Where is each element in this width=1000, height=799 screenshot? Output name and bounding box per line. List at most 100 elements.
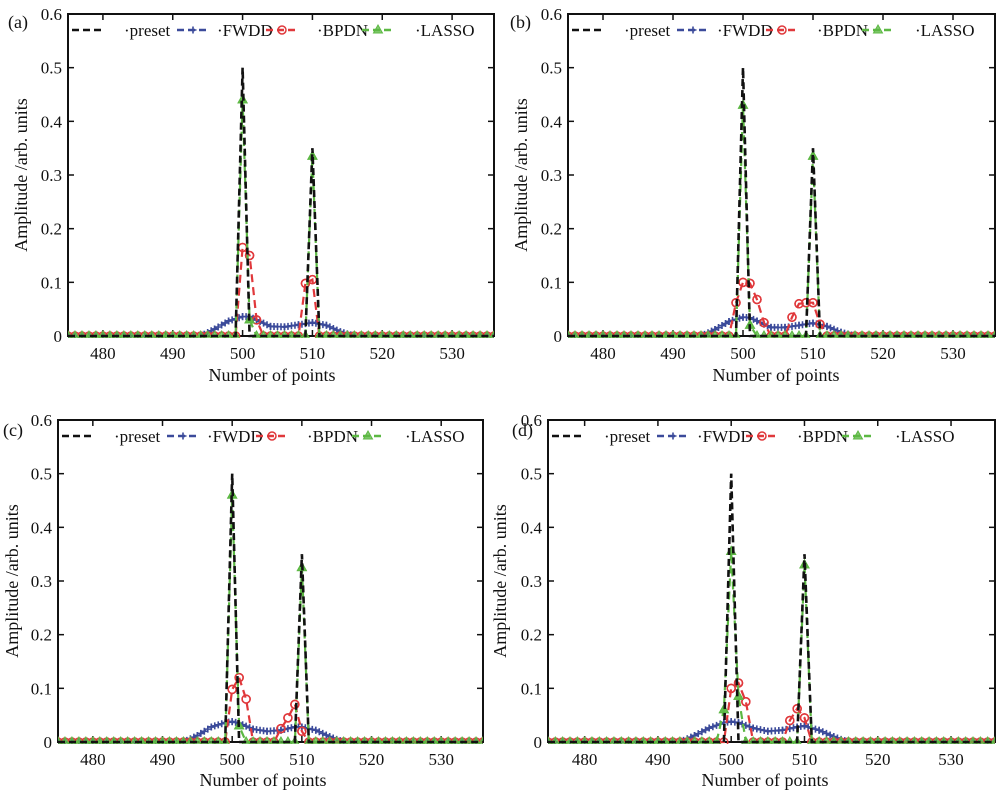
series-area bbox=[568, 67, 995, 338]
y-tick-label: 0.3 bbox=[31, 572, 52, 591]
legend-label: ·FWDD bbox=[207, 427, 263, 446]
x-tick-label: 480 bbox=[590, 344, 616, 363]
x-tick-label: 520 bbox=[870, 344, 896, 363]
bpdn-marker bbox=[801, 297, 811, 308]
fwdd-marker bbox=[225, 317, 233, 325]
legend-item-fwdd: ·FWDD bbox=[677, 21, 773, 40]
legend-item-preset: ·preset bbox=[552, 427, 651, 446]
fwdd-marker bbox=[322, 321, 330, 329]
x-tick-label: 500 bbox=[219, 750, 245, 769]
x-tick-label: 520 bbox=[865, 750, 891, 769]
plot-frame bbox=[567, 13, 996, 337]
y-tick-label: 0.2 bbox=[31, 626, 52, 645]
plot-frame bbox=[547, 419, 996, 743]
fwdd-marker bbox=[826, 731, 834, 739]
fwdd-marker bbox=[211, 722, 219, 730]
legend-label: ·LASSO bbox=[415, 21, 475, 40]
y-tick-label: 0.1 bbox=[541, 273, 562, 292]
series-line-bpdn bbox=[58, 674, 483, 744]
fwdd-marker bbox=[753, 317, 761, 325]
bpdn-marker bbox=[752, 294, 762, 305]
x-tick-label: 480 bbox=[572, 750, 598, 769]
y-axis-label: Amplitude /arb. units bbox=[490, 504, 510, 657]
legend-label: ·BPDN bbox=[797, 427, 848, 446]
fwdd-marker bbox=[827, 324, 834, 332]
y-tick-label: 0.2 bbox=[521, 626, 542, 645]
fwdd-marker bbox=[669, 432, 677, 440]
chart-panel-2: 0 0.1 0.2 0.3 0.4 0.5 0.6 480 490 500 510 520 530 Num… bbox=[2, 411, 484, 790]
fwdd-marker bbox=[822, 729, 830, 737]
series-area bbox=[58, 473, 483, 744]
x-tick-label: 510 bbox=[289, 750, 315, 769]
x-tick-label: 530 bbox=[439, 344, 465, 363]
fwdd-marker bbox=[189, 26, 197, 34]
fwdd-marker bbox=[778, 726, 786, 734]
y-tick-label: 0.4 bbox=[541, 112, 563, 131]
legend-label: ·LASSO bbox=[915, 21, 975, 40]
legend-label: ·LASSO bbox=[895, 427, 955, 446]
series-line-bpdn bbox=[68, 244, 494, 338]
bpdn-marker bbox=[808, 297, 818, 308]
fwdd-marker bbox=[694, 730, 702, 738]
fwdd-marker bbox=[263, 321, 271, 329]
x-tick-label: 490 bbox=[160, 344, 186, 363]
x-axis-label: Number of points bbox=[200, 770, 327, 790]
y-tick-label: 0.3 bbox=[521, 572, 542, 591]
panel-label: (a) bbox=[8, 12, 28, 33]
panel-label: (c) bbox=[3, 420, 23, 441]
bpdn-marker bbox=[283, 713, 293, 723]
x-tick-label: 510 bbox=[800, 344, 826, 363]
x-tick-label: 500 bbox=[730, 344, 756, 363]
x-tick-label: 510 bbox=[792, 750, 818, 769]
y-tick-label: 0.1 bbox=[41, 273, 62, 292]
x-axis-label: Number of points bbox=[702, 770, 829, 790]
fwdd-marker bbox=[811, 725, 819, 733]
bpdn-marker bbox=[277, 25, 287, 35]
legend-item-preset: ·preset bbox=[72, 21, 171, 40]
x-axis-label: Number of points bbox=[209, 365, 336, 385]
fwdd-marker bbox=[709, 723, 717, 731]
bpdn-marker bbox=[227, 684, 237, 695]
fwdd-marker bbox=[815, 726, 823, 734]
fwdd-marker bbox=[727, 718, 735, 726]
lasso-marker bbox=[362, 429, 374, 440]
legend-item-fwdd: ·FWDD bbox=[167, 427, 263, 446]
x-tick-label: 480 bbox=[80, 750, 106, 769]
bpdn-marker bbox=[267, 431, 277, 441]
fwdd-marker bbox=[263, 727, 271, 735]
x-tick-label: 490 bbox=[660, 344, 686, 363]
legend-item-lasso: ·LASSO bbox=[862, 21, 975, 40]
fwdd-marker bbox=[214, 721, 222, 729]
y-axis-label: Amplitude /arb. units bbox=[2, 504, 22, 657]
chart-panel-3: 0 0.1 0.2 0.3 0.4 0.5 0.6 480 490 500 510 520 530 Num… bbox=[490, 411, 996, 790]
bpdn-marker bbox=[785, 715, 795, 726]
x-tick-label: 480 bbox=[90, 344, 116, 363]
legend-item-preset: ·preset bbox=[62, 427, 161, 446]
fwdd-marker bbox=[702, 726, 710, 734]
y-tick-label: 0 bbox=[534, 733, 543, 752]
series-line-preset bbox=[68, 67, 494, 338]
x-tick-label: 520 bbox=[370, 344, 396, 363]
bpdn-marker bbox=[794, 299, 804, 309]
bpdn-marker bbox=[234, 672, 244, 683]
legend-item-lasso: ·LASSO bbox=[362, 21, 475, 40]
panel-label: (b) bbox=[510, 12, 531, 33]
legend-item-bpdn: ·BPDN bbox=[766, 21, 868, 40]
lasso-marker bbox=[852, 429, 864, 440]
bpdn-marker bbox=[792, 703, 802, 714]
y-tick-label: 0.4 bbox=[521, 518, 543, 537]
series-line-preset bbox=[568, 67, 995, 338]
fwdd-marker bbox=[228, 316, 236, 324]
bpdn-marker bbox=[757, 431, 767, 441]
fwdd-marker bbox=[308, 725, 316, 733]
fwdd-marker bbox=[319, 729, 327, 737]
plot-frame bbox=[57, 419, 484, 743]
fwdd-marker bbox=[698, 728, 706, 736]
legend-label: ·preset bbox=[114, 427, 161, 446]
fwdd-marker bbox=[239, 313, 247, 321]
x-axis-label: Number of points bbox=[713, 365, 840, 385]
legend-item-bpdn: ·BPDN bbox=[256, 427, 358, 446]
fwdd-marker bbox=[760, 726, 768, 734]
legend-label: ·preset bbox=[604, 427, 651, 446]
